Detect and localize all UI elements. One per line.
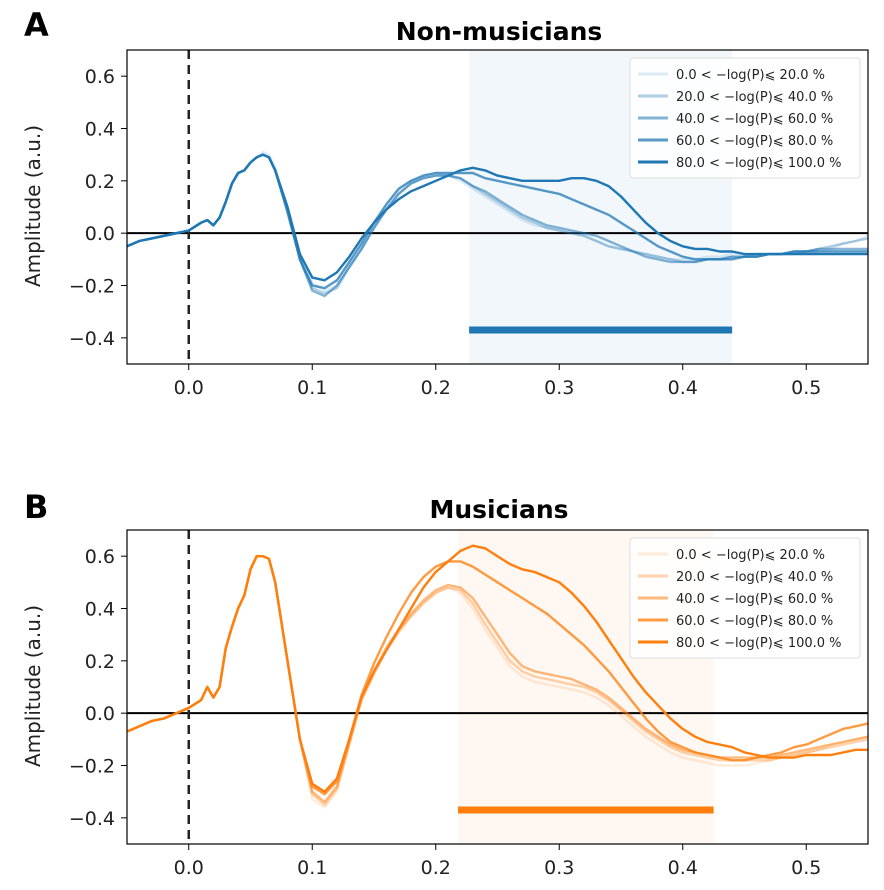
legend-label: 60.0 < −log(P)⩽ 80.0 % xyxy=(676,134,833,149)
y-tick-label: 0.2 xyxy=(85,651,115,673)
panel-letter-b: B xyxy=(24,488,48,526)
legend-label: 80.0 < −log(P)⩽ 100.0 % xyxy=(676,156,842,171)
y-axis-label: Amplitude (a.u.) xyxy=(21,605,45,767)
series-line-5 xyxy=(126,153,868,282)
y-tick-label: −0.4 xyxy=(69,808,115,830)
x-tick-label: 0.5 xyxy=(791,857,821,879)
legend-label: 0.0 < −log(P)⩽ 20.0 % xyxy=(676,548,825,563)
y-axis-label: Amplitude (a.u.) xyxy=(21,125,45,287)
axes-frame xyxy=(126,529,869,845)
y-tick-label: 0.0 xyxy=(85,223,115,245)
chart-title: Non-musicians xyxy=(396,17,603,46)
y-tick-label: 0.2 xyxy=(85,171,115,193)
panel-letter-a: A xyxy=(24,6,49,44)
x-tick-label: 0.3 xyxy=(544,377,574,399)
x-tick-label: 0.0 xyxy=(174,377,204,399)
y-tick-label: −0.2 xyxy=(69,756,115,778)
x-tick-label: 0.5 xyxy=(791,377,821,399)
y-tick-label: −0.4 xyxy=(69,328,115,350)
x-tick-label: 0.2 xyxy=(421,857,451,879)
legend-box xyxy=(629,537,861,659)
legend-label: 40.0 < −log(P)⩽ 60.0 % xyxy=(676,112,833,127)
y-tick-label: 0.4 xyxy=(85,119,115,141)
legend-box xyxy=(629,57,861,179)
x-tick-label: 0.1 xyxy=(297,857,327,879)
legend-label: 20.0 < −log(P)⩽ 40.0 % xyxy=(676,90,833,105)
x-tick-label: 0.1 xyxy=(297,377,327,399)
y-tick-label: 0.4 xyxy=(85,599,115,621)
legend-label: 40.0 < −log(P)⩽ 60.0 % xyxy=(676,592,833,607)
y-tick-label: 0.0 xyxy=(85,703,115,725)
plot-area: 0.0 0.1 0.2 0.3 0.4 0.5 −0.4 −0.2 0.0 0.2 0.4 0.6 0.… xyxy=(69,529,869,879)
legend-label: 20.0 < −log(P)⩽ 40.0 % xyxy=(676,570,833,585)
axes-frame xyxy=(126,49,869,365)
panel-non-musicians: A Non-musicians Amplitude (a.u.) 0.0 0.1 0… xyxy=(21,6,869,399)
x-tick-label: 0.0 xyxy=(174,857,204,879)
panel-musicians: B Musicians Amplitude (a.u.) 0.0 0.1 0.2 0.… xyxy=(21,488,869,879)
x-tick-label: 0.2 xyxy=(421,377,451,399)
legend-label: 0.0 < −log(P)⩽ 20.0 % xyxy=(676,68,825,83)
chart-title: Musicians xyxy=(429,495,568,524)
series-line-5 xyxy=(126,544,868,793)
y-tick-label: 0.6 xyxy=(85,546,115,568)
plot-area: 0.0 0.1 0.2 0.3 0.4 0.5 −0.4 −0.2 0.0 0.2 0.4 0.6 0.… xyxy=(69,49,869,399)
legend-label: 60.0 < −log(P)⩽ 80.0 % xyxy=(676,614,833,629)
x-tick-label: 0.3 xyxy=(544,857,574,879)
legend-label: 80.0 < −log(P)⩽ 100.0 % xyxy=(676,636,842,651)
x-tick-label: 0.4 xyxy=(668,857,698,879)
y-tick-label: −0.2 xyxy=(69,276,115,298)
y-tick-label: 0.6 xyxy=(85,66,115,88)
x-tick-label: 0.4 xyxy=(668,377,698,399)
